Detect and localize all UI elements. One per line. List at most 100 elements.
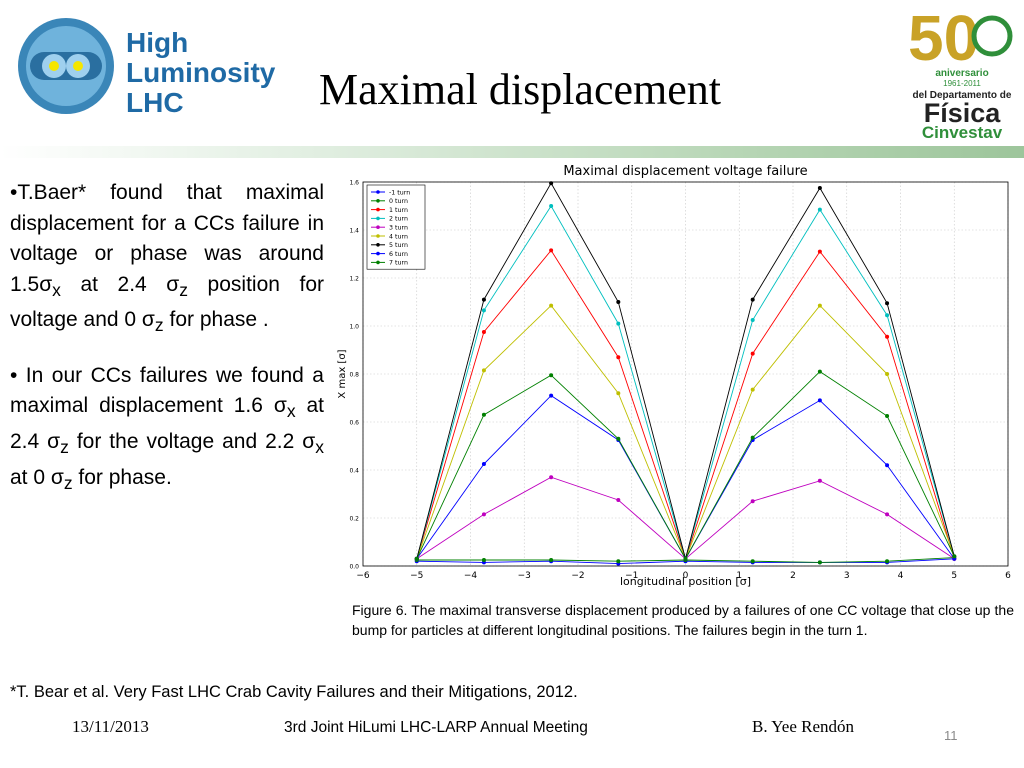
x-tick-label: 5: [951, 571, 957, 581]
data-point: [885, 334, 890, 339]
legend-label: 4 turn: [389, 233, 408, 240]
legend-label: 2 turn: [389, 216, 408, 223]
data-point: [481, 462, 486, 466]
data-point: [885, 301, 890, 306]
data-point: [817, 303, 822, 308]
y-tick-label: 0.4: [349, 468, 359, 475]
data-point: [885, 559, 890, 564]
footer-date: 13/11/2013: [72, 717, 149, 736]
data-point: [616, 498, 621, 502]
data-point: [549, 373, 554, 378]
y-tick-label: 0.6: [349, 420, 359, 427]
legend-label: 3 turn: [389, 225, 408, 232]
data-point: [481, 512, 486, 517]
figure-caption: Figure 6. The maximal transverse displac…: [352, 602, 1014, 638]
data-point: [817, 560, 822, 565]
page-number: 11: [944, 728, 958, 743]
data-point: [817, 369, 822, 374]
data-point: [616, 391, 621, 396]
legend-swatch-marker: [376, 216, 380, 221]
y-tick-label: 0.2: [349, 516, 359, 523]
x-tick-label: 4: [898, 571, 904, 581]
legend-swatch-marker: [376, 225, 380, 229]
y-tick-label: 1.4: [349, 228, 359, 235]
legend-swatch-marker: [376, 199, 380, 203]
data-point: [549, 303, 554, 308]
bullet-list: •T.Baer* found that maximal displacement…: [10, 178, 324, 518]
data-point: [481, 558, 486, 562]
x-tick-label: −6: [356, 571, 370, 581]
data-point: [885, 313, 890, 318]
data-point: [549, 475, 554, 480]
legend-label: 1 turn: [389, 207, 408, 214]
data-point: [885, 372, 890, 376]
data-point: [885, 512, 890, 517]
chart-title: Maximal displacement voltage failure: [563, 164, 807, 179]
logo-line-1: High: [126, 27, 188, 58]
x-axis-label: longitudinal position [σ]: [620, 575, 751, 588]
legend-label: -1 turn: [389, 189, 410, 196]
data-point: [616, 436, 621, 441]
data-point: [481, 308, 486, 313]
x-tick-label: 0: [683, 571, 689, 581]
x-tick-label: −1: [625, 571, 638, 581]
data-point: [750, 351, 755, 356]
x-tick-label: −5: [410, 571, 423, 581]
series-line-2: [416, 249, 955, 561]
data-point: [817, 249, 822, 254]
data-point: [817, 186, 822, 190]
data-point: [952, 554, 957, 559]
data-point: [616, 559, 621, 564]
logo-50-line3: del Departamento de: [913, 90, 1012, 101]
data-point: [817, 478, 822, 483]
data-point: [481, 412, 486, 417]
data-point: [549, 248, 554, 253]
bullet-1: •T.Baer* found that maximal displacement…: [10, 181, 325, 336]
high-luminosity-lhc-logo: High Luminosity LHC: [18, 18, 276, 118]
x-tick-label: −2: [571, 571, 584, 581]
header-divider-band: [0, 146, 1024, 158]
displacement-chart: Maximal displacement voltage failure −6 −5…: [337, 164, 1011, 588]
y-tick-label: 0.0: [349, 564, 359, 571]
y-axis-label: X max [σ]: [337, 349, 348, 398]
legend-label: 7 turn: [389, 260, 408, 267]
data-point: [481, 297, 486, 302]
x-tick-label: −3: [518, 571, 531, 581]
seal-icon: [971, 15, 1013, 57]
logo-line-3: LHC: [126, 87, 184, 118]
data-point: [750, 387, 755, 392]
y-tick-label: 1.2: [349, 276, 359, 283]
data-point: [750, 435, 755, 440]
data-point: [549, 181, 554, 186]
legend-label: 5 turn: [389, 242, 408, 249]
data-point: [750, 559, 755, 564]
data-point: [885, 414, 890, 418]
footnote: *T. Bear et al. Very Fast LHC Crab Cavit…: [10, 683, 578, 701]
data-point: [616, 321, 621, 326]
x-tick-label: 2: [790, 571, 796, 581]
legend-swatch-marker: [376, 251, 380, 256]
data-point: [549, 393, 554, 398]
logo-50-line1: aniversario: [935, 68, 988, 79]
footer-author: B. Yee Rendón: [752, 717, 855, 736]
x-tick-label: 6: [1005, 571, 1011, 581]
legend-swatch-marker: [376, 207, 380, 212]
data-point: [817, 207, 822, 212]
plot-frame: [362, 181, 1009, 567]
logo-line-2: Luminosity: [126, 57, 276, 88]
data-point: [616, 300, 621, 304]
data-point: [549, 558, 554, 562]
y-tick-label: 1.0: [349, 324, 359, 331]
legend-swatch-marker: [376, 260, 380, 265]
data-point: [750, 297, 755, 302]
logo-50-line2: 1961-2011: [943, 79, 981, 88]
x-tick-label: −4: [464, 571, 478, 581]
aniversario-50-logo: 50 aniversario 1961-2011 del Departament…: [908, 2, 1013, 140]
legend-swatch-marker: [376, 243, 380, 247]
data-point: [885, 463, 890, 468]
legend-swatch-marker: [376, 234, 380, 238]
footer-meeting: 3rd Joint HiLumi LHC-LARP Annual Meeting: [284, 719, 588, 736]
data-point: [683, 556, 688, 561]
data-point: [817, 398, 822, 403]
legend-label: 0 turn: [389, 198, 408, 205]
